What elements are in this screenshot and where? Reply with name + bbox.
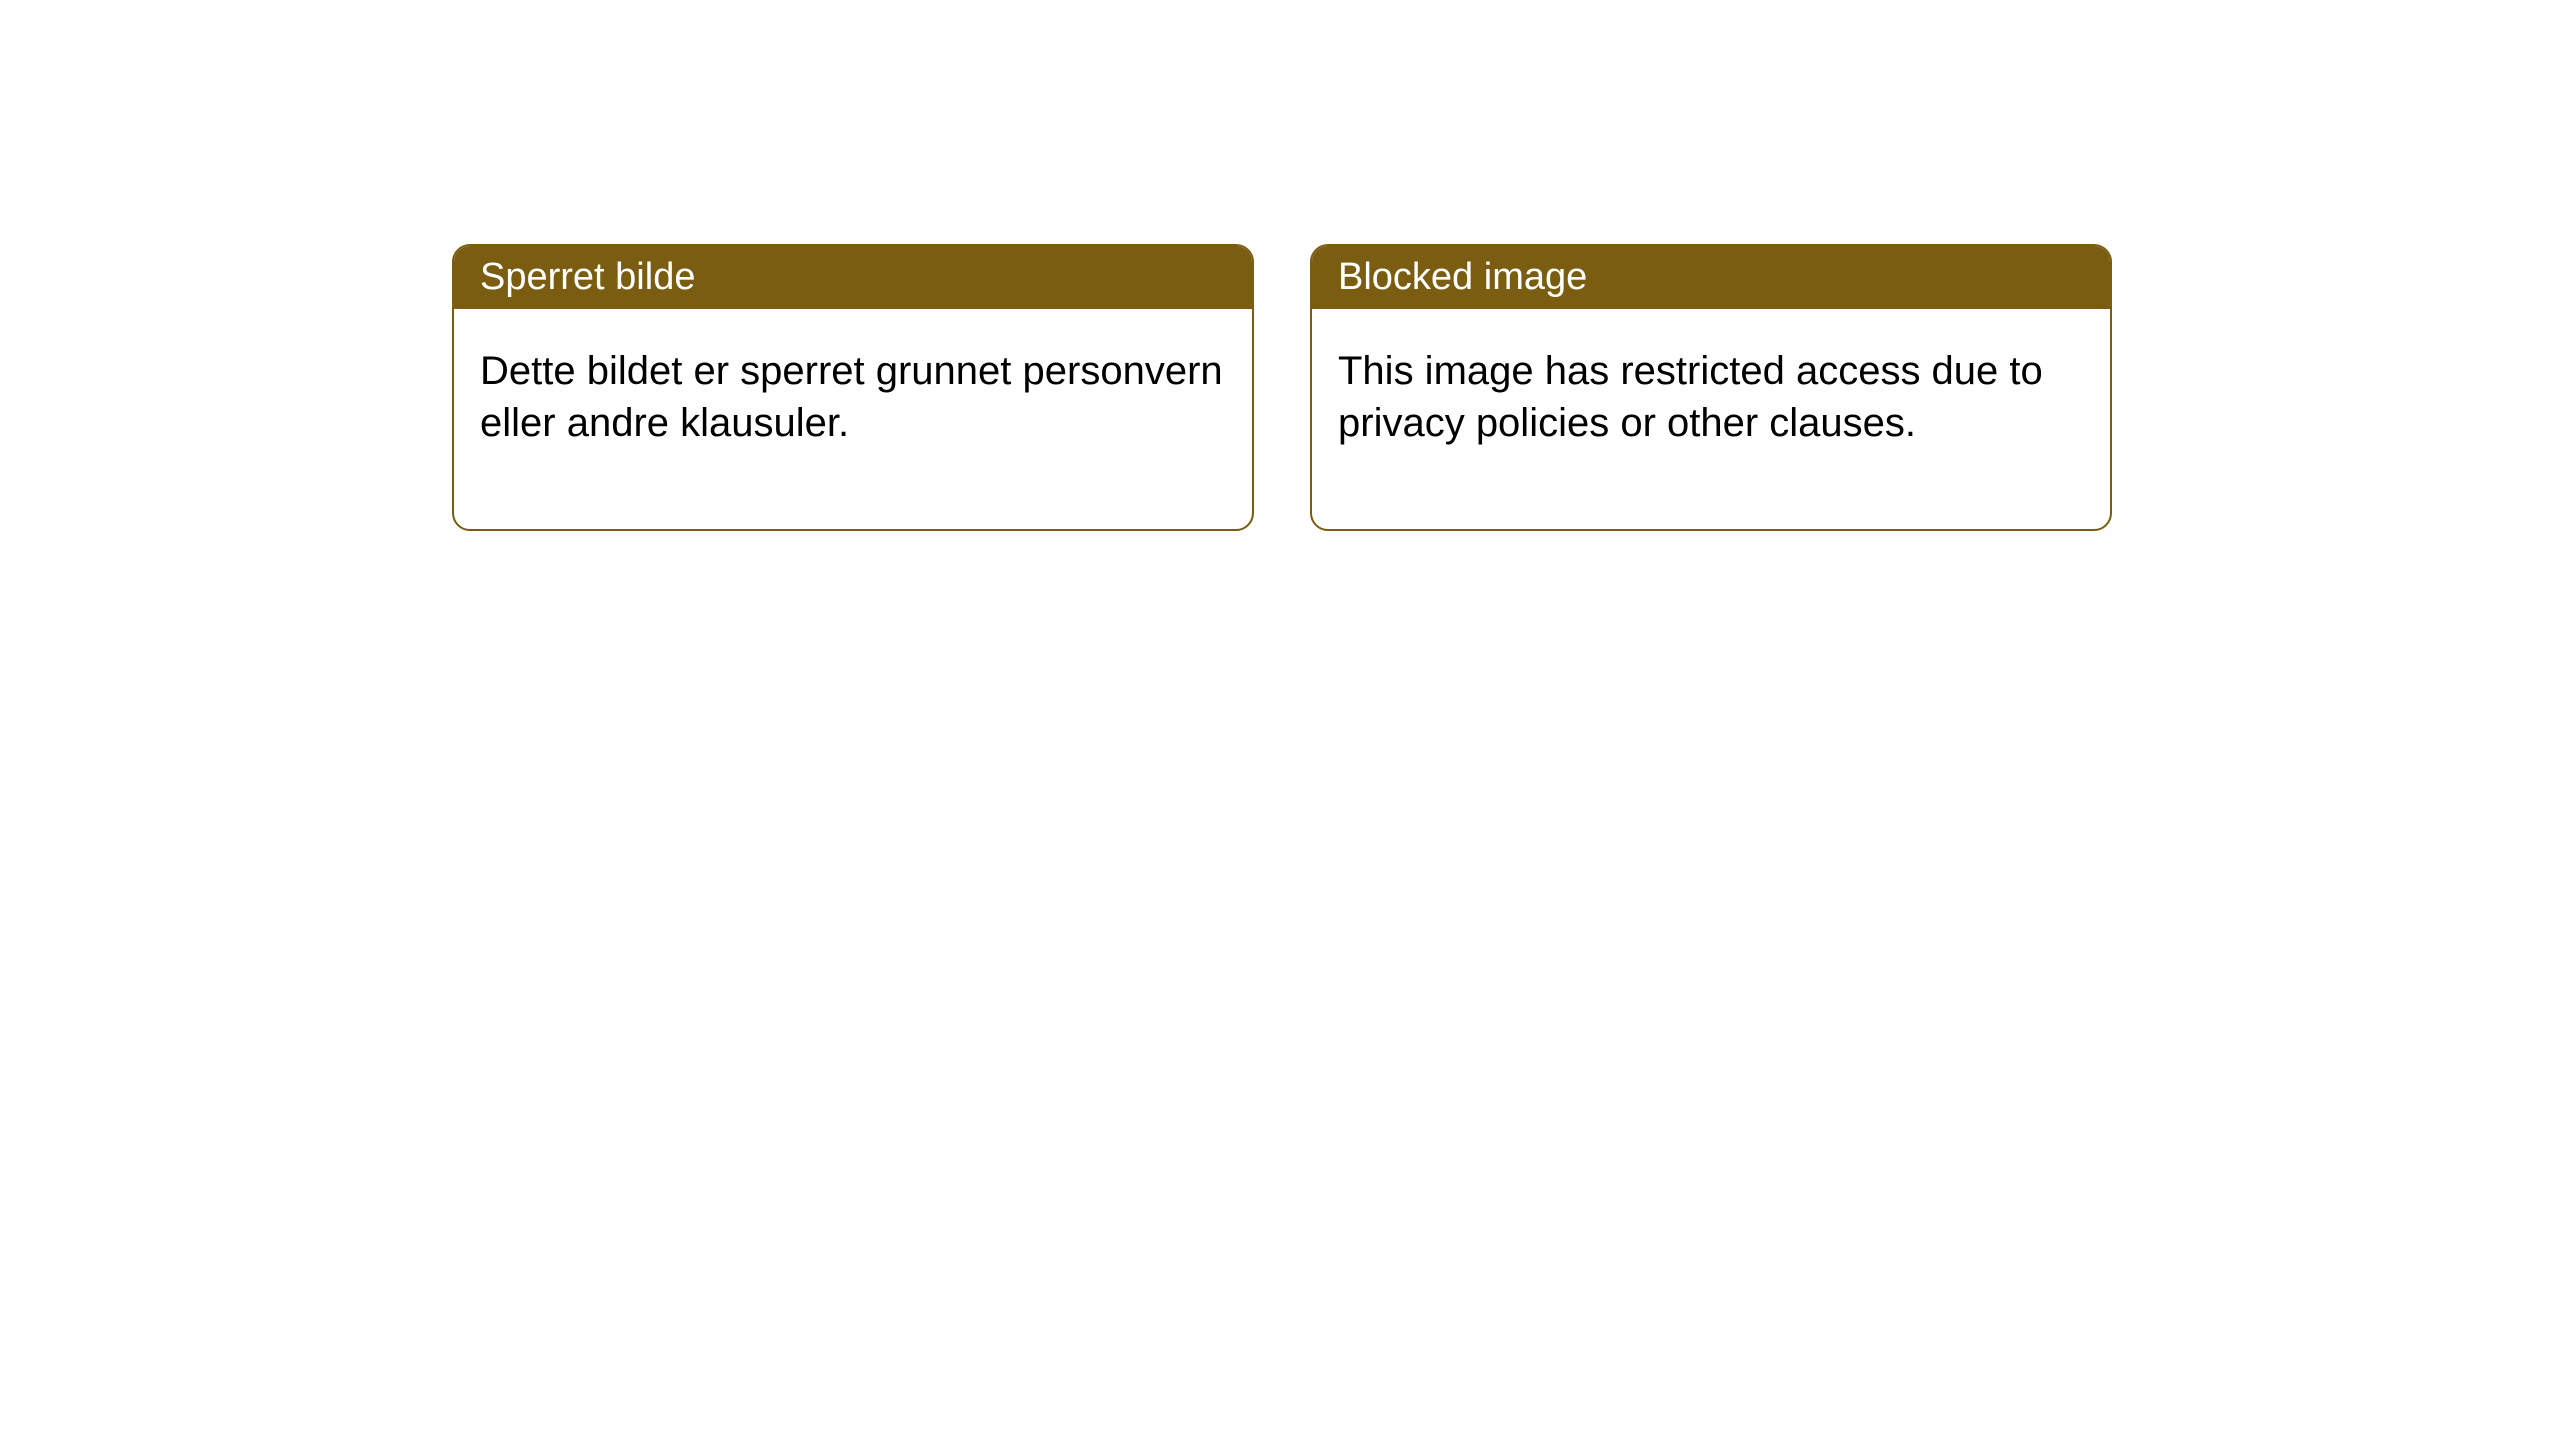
- notice-cards-row: Sperret bilde Dette bildet er sperret gr…: [452, 244, 2112, 531]
- card-header: Blocked image: [1312, 246, 2110, 309]
- notice-card-norwegian: Sperret bilde Dette bildet er sperret gr…: [452, 244, 1254, 531]
- notice-card-english: Blocked image This image has restricted …: [1310, 244, 2112, 531]
- card-title: Blocked image: [1338, 256, 1587, 298]
- card-body-text: This image has restricted access due to …: [1338, 349, 2043, 445]
- card-body: This image has restricted access due to …: [1312, 309, 2110, 529]
- card-body: Dette bildet er sperret grunnet personve…: [454, 309, 1252, 529]
- card-title: Sperret bilde: [480, 256, 695, 298]
- card-header: Sperret bilde: [454, 246, 1252, 309]
- card-body-text: Dette bildet er sperret grunnet personve…: [480, 349, 1223, 445]
